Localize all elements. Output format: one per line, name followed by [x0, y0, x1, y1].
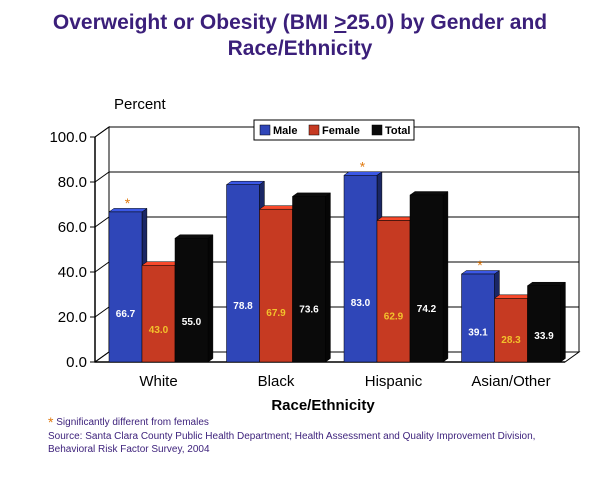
significance-star: *	[48, 414, 54, 430]
legend-label-total: Total	[385, 125, 410, 137]
data-label: 83.0	[351, 298, 371, 309]
gridline-depth	[94, 306, 110, 318]
bar-total	[292, 196, 326, 363]
data-label: 39.1	[468, 328, 488, 339]
bar-female	[494, 298, 528, 363]
significance-marker: *	[125, 195, 131, 211]
bar-top	[526, 281, 567, 286]
bar-top	[225, 180, 266, 185]
bar-top	[141, 261, 181, 266]
gridline-depth	[94, 126, 110, 138]
y-tick-label: 80.0	[58, 174, 87, 191]
bar-top	[174, 234, 214, 239]
bar-top	[493, 294, 534, 299]
data-label: 62.9	[384, 312, 404, 323]
data-label: 73.6	[299, 304, 319, 315]
bar-top	[376, 216, 416, 221]
gridline-depth	[94, 171, 110, 183]
left-side-wall	[94, 126, 110, 363]
legend-swatch-male	[259, 124, 271, 136]
chart-title: Overweight or Obesity (BMI >25.0) by Gen…	[0, 10, 600, 62]
chart-title-line1: Overweight or Obesity (BMI >25.0) by Gen…	[0, 10, 600, 36]
data-label: 33.9	[534, 331, 554, 342]
bar-top	[409, 191, 449, 196]
legend-swatch-total	[371, 124, 383, 136]
data-label: 55.0	[182, 317, 202, 328]
x-tick-label: White	[139, 373, 177, 390]
source-line-2: Behavioral Risk Factor Survey, 2004	[48, 444, 210, 455]
bar-total	[174, 238, 209, 363]
data-label: 28.3	[501, 335, 521, 346]
bar-female	[376, 220, 411, 363]
bar-female	[141, 265, 176, 363]
title-prefix: Overweight or Obesity (BMI	[52, 11, 335, 34]
data-label: 78.8	[233, 301, 253, 312]
bar-side	[560, 281, 566, 363]
source-line-1: Source: Santa Clara County Public Health…	[48, 431, 536, 442]
chart-title-line2: Race/Ethnicity	[227, 37, 373, 60]
y-tick-label: 20.0	[58, 309, 87, 326]
bar-top	[291, 192, 332, 197]
x-tick-label: Black	[258, 373, 295, 390]
bar-side	[442, 191, 449, 363]
gridline-depth	[94, 351, 110, 363]
data-label: 74.2	[417, 304, 437, 315]
bar-female	[259, 208, 293, 363]
bar-male	[226, 184, 260, 363]
x-tick-label: Asian/Other	[471, 373, 550, 390]
significance-text: Significantly different from females	[56, 417, 209, 428]
data-label: 67.9	[266, 308, 286, 319]
bar-side	[207, 234, 214, 363]
y-tick-label: 40.0	[58, 264, 87, 281]
title-underlined: >	[334, 11, 347, 34]
data-label: 43.0	[149, 325, 169, 336]
y-axis-label: Percent	[114, 96, 167, 113]
bar-male	[108, 211, 143, 363]
x-tick-label: Hispanic	[365, 373, 423, 390]
y-tick-label: 60.0	[58, 219, 87, 236]
legend-label-female: Female	[322, 125, 360, 137]
bar-male	[343, 175, 378, 363]
significance-footnote: * Significantly different from females	[48, 414, 209, 430]
bar-total	[527, 285, 561, 363]
bar-total	[409, 194, 444, 363]
gridline-depth	[94, 261, 110, 273]
bar-male	[461, 273, 495, 363]
significance-marker: *	[477, 257, 483, 273]
legend-label-male: Male	[273, 125, 297, 137]
title-suffix: 25.0) by Gender and	[346, 11, 548, 34]
data-label: 66.7	[116, 309, 136, 320]
gridline-depth	[94, 216, 110, 228]
legend-swatch-female	[308, 124, 320, 136]
y-tick-label: 0.0	[66, 354, 87, 371]
bar-top	[258, 205, 299, 210]
y-tick-label: 100.0	[49, 129, 87, 146]
x-axis-label: Race/Ethnicity	[271, 397, 375, 414]
significance-marker: *	[360, 158, 366, 174]
bar-side	[325, 192, 331, 363]
